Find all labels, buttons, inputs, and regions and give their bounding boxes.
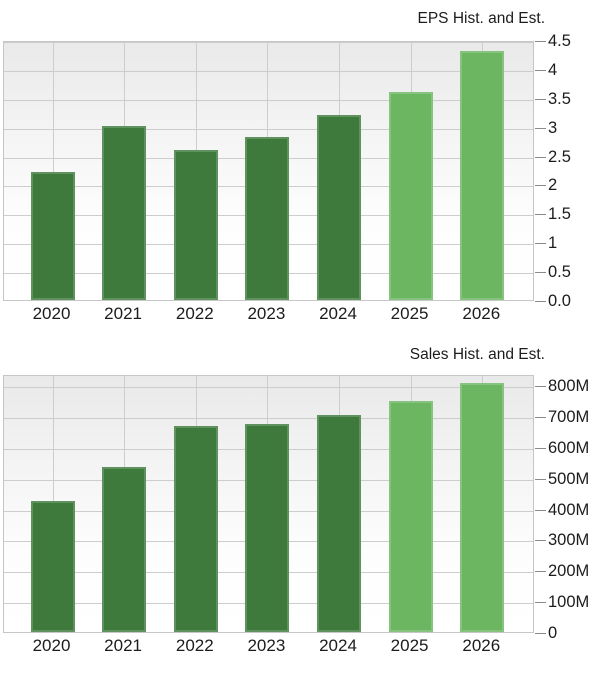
y-tick-0.5: [535, 272, 546, 274]
x-tick-label-2023: 2023: [247, 304, 286, 323]
y-tick-label-2: 2: [548, 176, 558, 195]
y-tick-2: [535, 185, 546, 187]
y-tick-2.5: [535, 156, 546, 158]
bar-2026: [460, 383, 505, 632]
eps-plot-area: [3, 41, 534, 301]
y-tick-label-500M: 500M: [548, 469, 590, 488]
y-tick-200M: [535, 571, 546, 573]
y-tick-label-700M: 700M: [548, 408, 590, 426]
y-tick-label-0.5: 0.5: [548, 263, 571, 282]
y-tick-label-1.5: 1.5: [548, 205, 571, 224]
x-tick-label-2025: 2025: [390, 304, 429, 323]
y-tick-label-0: 0: [548, 624, 558, 642]
bar-2022: [173, 425, 218, 632]
x-tick-label-2022: 2022: [175, 304, 214, 323]
y-tick-label-0.0: 0.0: [548, 292, 571, 310]
sales-chart-title: Sales Hist. and Est.: [409, 346, 545, 363]
y-tick-4.5: [535, 41, 546, 42]
bar-2022: [173, 150, 218, 300]
bar-2025: [388, 400, 433, 632]
x-tick-label-2026: 2026: [462, 304, 501, 323]
y-tick-label-200M: 200M: [548, 562, 590, 581]
bar-2026: [460, 51, 505, 300]
bar-2021: [102, 126, 147, 300]
bar-2024: [317, 415, 361, 632]
y-tick-0: [535, 633, 546, 634]
y-tick-label-4: 4: [548, 60, 558, 79]
x-tick-label-2024: 2024: [319, 636, 357, 655]
gridline-y-4.5: [4, 42, 533, 43]
gridline-x-2020: [52, 42, 54, 300]
y-tick-500M: [535, 478, 546, 480]
x-tick-label-2025: 2025: [390, 636, 429, 655]
y-tick-3.5: [535, 98, 546, 100]
y-tick-4: [535, 69, 546, 71]
x-tick-label-2021: 2021: [104, 636, 142, 655]
y-tick-label-1: 1: [548, 234, 558, 253]
x-tick-label-2026: 2026: [462, 636, 501, 655]
y-tick-label-3: 3: [548, 118, 558, 137]
y-tick-label-3.5: 3.5: [548, 89, 571, 108]
y-tick-700M: [535, 417, 546, 418]
x-tick-label-2021: 2021: [104, 304, 142, 323]
y-tick-100M: [535, 602, 546, 604]
bar-2020: [30, 500, 75, 632]
y-tick-400M: [535, 509, 546, 511]
y-tick-label-400M: 400M: [548, 500, 590, 519]
y-tick-0.0: [535, 301, 546, 302]
x-tick-label-2020: 2020: [32, 304, 71, 323]
x-tick-label-2023: 2023: [247, 636, 286, 655]
y-tick-800M: [535, 386, 546, 388]
bar-2025: [388, 92, 433, 300]
x-tick-label-2020: 2020: [32, 636, 71, 655]
bar-2023: [245, 423, 290, 632]
sales-plot-area: [3, 375, 534, 633]
bar-2024: [317, 114, 361, 300]
x-tick-label-2022: 2022: [175, 636, 214, 655]
y-tick-label-800M: 800M: [548, 377, 590, 396]
y-tick-3: [535, 127, 546, 129]
y-tick-label-100M: 100M: [548, 593, 590, 612]
y-tick-label-4.5: 4.5: [548, 32, 571, 50]
bar-2023: [245, 137, 290, 300]
x-tick-label-2024: 2024: [319, 304, 357, 323]
gridline-y-800M: [4, 387, 533, 389]
y-tick-label-2.5: 2.5: [548, 147, 571, 166]
bar-2020: [30, 172, 75, 300]
y-tick-1: [535, 243, 546, 245]
y-tick-600M: [535, 447, 546, 449]
gridline-y-4: [4, 70, 533, 72]
y-tick-label-300M: 300M: [548, 531, 590, 550]
y-tick-label-600M: 600M: [548, 438, 590, 457]
bar-2021: [102, 466, 147, 632]
eps-chart-title: EPS Hist. and Est.: [417, 10, 546, 27]
gridline-y-3: [4, 128, 533, 130]
gridline-y-3.5: [4, 99, 533, 101]
y-tick-300M: [535, 540, 546, 542]
y-tick-1.5: [535, 214, 546, 216]
gridline-y-700M: [4, 418, 533, 419]
